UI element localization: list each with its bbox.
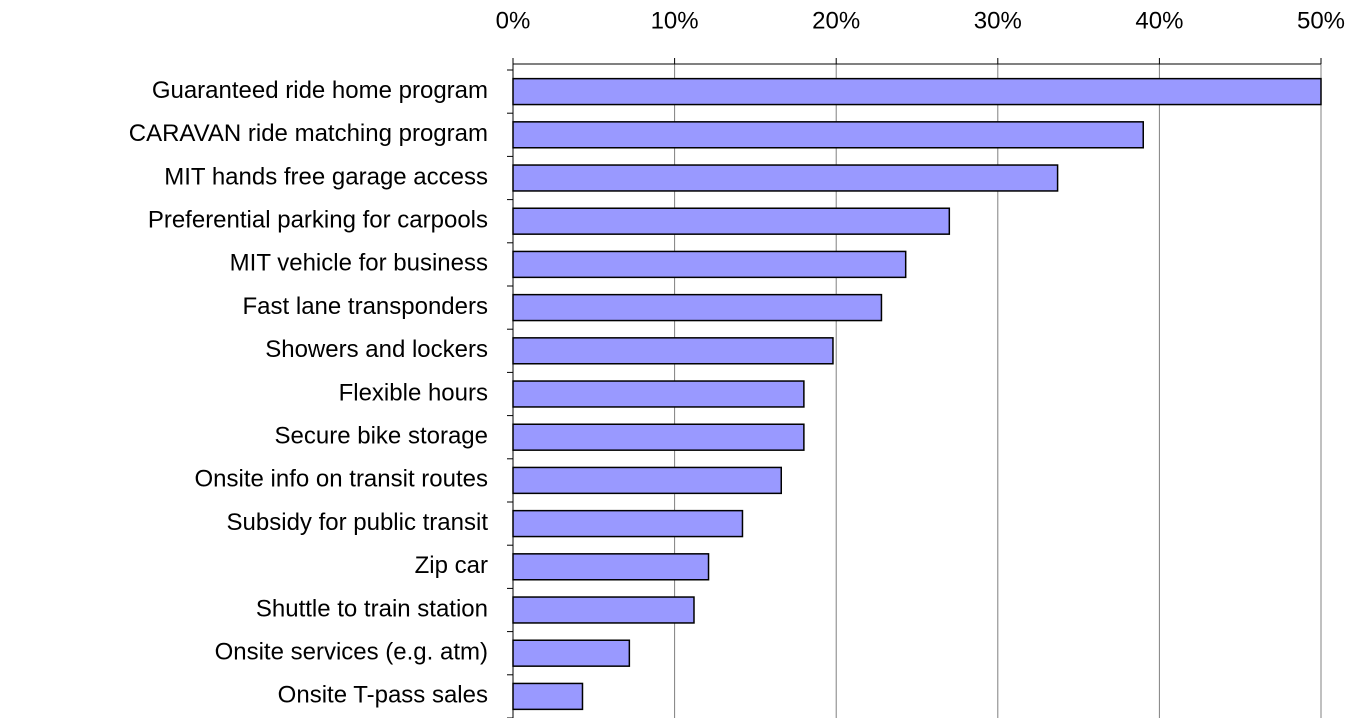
y-tick-label: CARAVAN ride matching program bbox=[129, 120, 488, 147]
bar bbox=[512, 250, 907, 279]
y-tick-label: Subsidy for public transit bbox=[227, 509, 489, 536]
y-tick-label: Flexible hours bbox=[339, 379, 488, 406]
bar bbox=[512, 164, 1059, 192]
bar bbox=[512, 553, 710, 581]
x-tick-label: 0% bbox=[496, 7, 531, 34]
bar bbox=[512, 380, 805, 408]
bar bbox=[512, 207, 951, 235]
x-tick-label: 10% bbox=[651, 7, 699, 34]
y-tick-label: Onsite services (e.g. atm) bbox=[215, 639, 488, 666]
bar bbox=[512, 466, 783, 495]
x-tick-label: 20% bbox=[812, 7, 860, 34]
y-tick-label: MIT hands free garage access bbox=[164, 163, 488, 190]
y-tick-label: MIT vehicle for business bbox=[230, 250, 488, 277]
y-tick-label: Fast lane transponders bbox=[243, 293, 488, 320]
y-tick-label: Secure bike storage bbox=[275, 423, 488, 450]
bar bbox=[512, 682, 584, 711]
y-tick-label: Guaranteed ride home program bbox=[152, 77, 488, 104]
bar bbox=[512, 509, 744, 538]
bar bbox=[512, 337, 834, 365]
bar bbox=[512, 293, 883, 322]
x-tick-label: 30% bbox=[974, 7, 1022, 34]
bar bbox=[512, 121, 1144, 149]
y-tick-label: Onsite T-pass sales bbox=[278, 682, 488, 709]
x-tick-label: 40% bbox=[1135, 7, 1183, 34]
x-tick-label: 50% bbox=[1297, 7, 1345, 34]
bar bbox=[512, 423, 805, 451]
bar bbox=[512, 77, 1322, 106]
bar bbox=[512, 639, 631, 667]
y-tick-label: Showers and lockers bbox=[265, 336, 488, 363]
y-tick-label: Onsite info on transit routes bbox=[195, 466, 488, 493]
bar bbox=[512, 596, 695, 624]
y-tick-label: Preferential parking for carpools bbox=[148, 207, 488, 234]
y-tick-label: Zip car bbox=[415, 552, 488, 579]
y-tick-label: Shuttle to train station bbox=[256, 595, 488, 622]
